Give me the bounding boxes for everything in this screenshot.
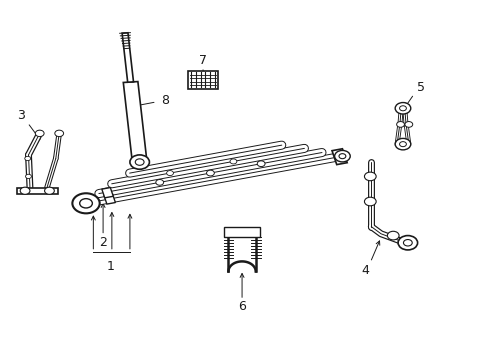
Circle shape: [20, 187, 30, 194]
Circle shape: [364, 172, 375, 181]
Polygon shape: [102, 188, 113, 198]
Circle shape: [135, 159, 144, 165]
Text: 3: 3: [17, 109, 25, 122]
Polygon shape: [104, 194, 115, 204]
Circle shape: [156, 180, 163, 185]
Circle shape: [364, 197, 375, 206]
Bar: [224, 227, 260, 237]
Circle shape: [334, 150, 349, 162]
Circle shape: [25, 174, 31, 179]
Circle shape: [257, 161, 264, 167]
Circle shape: [394, 138, 410, 150]
Circle shape: [404, 122, 412, 127]
Circle shape: [35, 130, 44, 136]
Circle shape: [166, 171, 173, 176]
Polygon shape: [123, 82, 147, 162]
Text: 6: 6: [238, 300, 245, 313]
Polygon shape: [331, 149, 346, 165]
Text: 2: 2: [99, 236, 107, 249]
Circle shape: [72, 193, 100, 213]
Circle shape: [55, 130, 63, 136]
Bar: [17, 188, 58, 194]
Circle shape: [396, 122, 404, 127]
Circle shape: [397, 235, 417, 250]
Circle shape: [399, 141, 406, 147]
Circle shape: [206, 170, 214, 176]
Text: 4: 4: [361, 264, 368, 277]
Text: 8: 8: [161, 94, 169, 107]
Circle shape: [403, 239, 411, 246]
Circle shape: [25, 156, 31, 161]
Text: 5: 5: [416, 81, 424, 94]
Circle shape: [399, 106, 406, 111]
Text: 1: 1: [106, 260, 114, 273]
Circle shape: [338, 154, 345, 159]
Circle shape: [44, 187, 54, 194]
Text: 7: 7: [199, 54, 206, 67]
Circle shape: [130, 155, 149, 169]
Bar: [188, 71, 217, 89]
Circle shape: [229, 159, 236, 164]
Circle shape: [386, 231, 398, 240]
Circle shape: [80, 199, 92, 208]
Polygon shape: [122, 33, 133, 82]
Circle shape: [394, 103, 410, 114]
